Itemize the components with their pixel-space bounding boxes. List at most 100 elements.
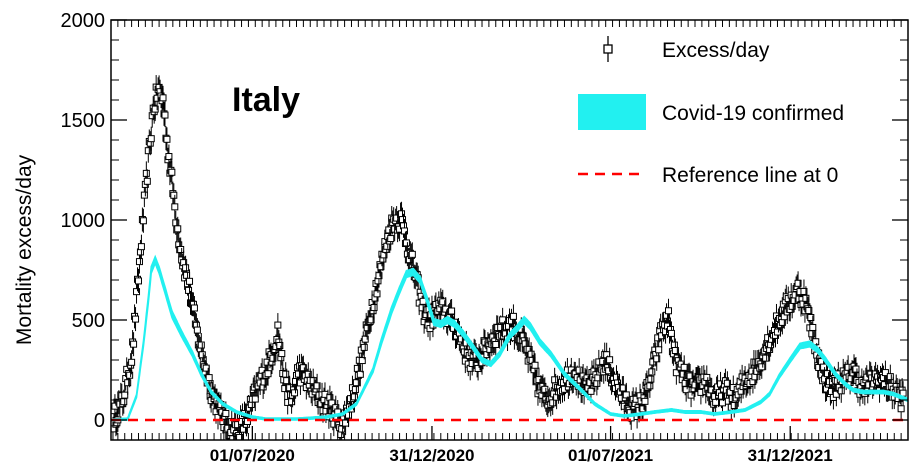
x-tick-label: 31/12/2020 xyxy=(389,446,474,465)
x-tick-label: 01/07/2020 xyxy=(210,446,295,465)
excess-marker xyxy=(712,398,720,406)
excess-marker xyxy=(161,111,169,119)
excess-marker xyxy=(805,307,813,315)
excess-marker xyxy=(680,363,688,371)
excess-point xyxy=(264,361,272,386)
excess-point xyxy=(809,315,817,340)
excess-marker xyxy=(812,338,820,346)
excess-point xyxy=(356,362,364,387)
excess-point xyxy=(665,298,673,323)
excess-point xyxy=(130,332,138,357)
excess-point xyxy=(408,242,416,267)
excess-marker xyxy=(185,286,193,294)
excess-marker xyxy=(762,354,770,362)
x-tick-label: 31/12/2021 xyxy=(748,446,833,465)
excess-marker xyxy=(165,153,173,161)
legend: Excess/day Covid-19 confirmed Reference … xyxy=(578,36,844,187)
excess-marker xyxy=(135,258,143,266)
y-tick-label: 500 xyxy=(72,310,105,332)
excess-marker xyxy=(852,365,860,373)
excess-marker xyxy=(897,405,905,413)
excess-marker xyxy=(142,169,150,177)
excess-point xyxy=(387,226,395,251)
x-axis: 01/07/2020 31/12/2020 01/07/2021 31/12/2021 xyxy=(110,20,909,465)
excess-point xyxy=(881,360,889,385)
y-tick-label: 1000 xyxy=(61,210,106,232)
excess-marker xyxy=(361,335,369,343)
excess-marker xyxy=(313,382,321,390)
excess-marker xyxy=(133,288,141,296)
excess-marker xyxy=(132,315,140,323)
excess-marker xyxy=(370,304,378,312)
excess-point xyxy=(193,318,201,343)
excess-point xyxy=(190,295,198,320)
excess-marker xyxy=(139,217,147,225)
excess-marker xyxy=(794,279,802,287)
excess-point xyxy=(147,126,155,151)
excess-point xyxy=(174,216,182,241)
excess-marker xyxy=(278,350,286,358)
excess-marker xyxy=(126,371,134,379)
covid-series xyxy=(112,254,908,422)
excess-marker xyxy=(509,312,517,320)
excess-point xyxy=(163,127,171,152)
excess-point xyxy=(358,348,366,373)
excess-marker xyxy=(646,382,654,390)
excess-marker xyxy=(243,418,251,426)
excess-marker xyxy=(130,340,138,348)
excess-marker xyxy=(296,379,304,387)
excess-marker xyxy=(236,433,244,440)
excess-marker xyxy=(400,227,408,235)
excess-marker xyxy=(163,135,171,143)
excess-marker xyxy=(718,399,726,407)
excess-point xyxy=(296,370,304,395)
excess-point xyxy=(186,269,194,294)
excess-marker xyxy=(276,342,284,350)
excess-marker xyxy=(134,277,142,285)
excess-point xyxy=(499,307,507,332)
plot-frame xyxy=(110,19,909,441)
excess-point xyxy=(132,307,140,332)
excess-point xyxy=(170,183,178,208)
excess-marker xyxy=(886,373,894,381)
excess-marker xyxy=(593,379,601,387)
excess-marker xyxy=(140,191,148,199)
excess-marker xyxy=(703,373,711,381)
excess-marker xyxy=(170,191,178,199)
excess-point xyxy=(622,382,630,407)
excess-marker xyxy=(183,271,191,279)
covid-band xyxy=(112,254,908,422)
x-tick-label: 01/07/2021 xyxy=(568,446,653,465)
excess-marker xyxy=(402,239,410,247)
excess-marker xyxy=(177,245,185,253)
excess-marker xyxy=(587,387,595,395)
excess-marker xyxy=(147,135,155,143)
excess-point xyxy=(251,387,259,412)
excess-marker xyxy=(367,316,375,324)
excess-point xyxy=(139,208,147,233)
excess-marker xyxy=(358,357,366,365)
legend-excess-label: Excess/day xyxy=(662,39,770,62)
excess-point xyxy=(606,347,614,372)
excess-marker xyxy=(800,287,808,295)
excess-marker xyxy=(182,264,190,272)
excess-marker xyxy=(531,361,539,369)
excess-marker xyxy=(299,364,307,372)
excess-marker xyxy=(356,370,364,378)
excess-marker xyxy=(551,376,559,384)
excess-point xyxy=(641,389,649,414)
excess-marker xyxy=(375,272,383,280)
excess-point xyxy=(161,103,169,128)
excess-marker xyxy=(193,326,201,334)
excess-point xyxy=(143,169,151,194)
excess-point xyxy=(655,337,663,362)
excess-marker xyxy=(360,343,368,351)
excess-series xyxy=(111,75,907,440)
excess-marker xyxy=(408,250,416,258)
excess-marker xyxy=(575,366,583,374)
excess-marker xyxy=(171,203,179,211)
excess-marker xyxy=(197,341,205,349)
excess-marker xyxy=(606,356,614,364)
excess-marker xyxy=(837,387,845,395)
